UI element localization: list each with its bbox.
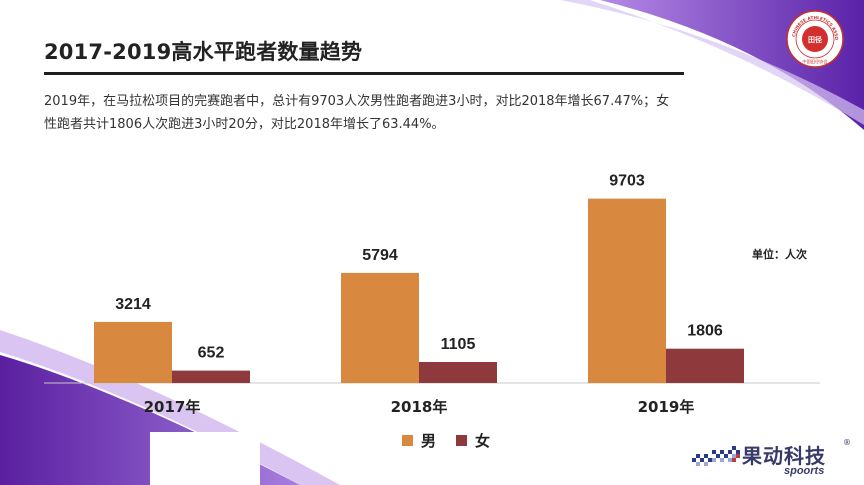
- bar-female-2: [419, 362, 497, 383]
- legend-item-male: 男: [402, 430, 436, 451]
- category-label-1: 2017年: [144, 398, 201, 416]
- category-label-3: 2019年: [638, 398, 695, 416]
- description-line-1: 2019年，在马拉松项目的完赛跑者中，总计有9703人次男性跑者跑进3小时，对比…: [44, 94, 670, 109]
- title-underline: [44, 72, 684, 75]
- bar-male-3: [588, 198, 666, 383]
- page-title: 2017-2019高水平跑者数量趋势: [44, 40, 363, 64]
- bar-chart: 3214 652 5794 1105 9703 1806 2017年 2018年 2019年: [44, 173, 820, 416]
- data-label-male-3: 9703: [609, 173, 645, 190]
- brand-subtitle: spoorts: [784, 465, 825, 477]
- brand-logo: 果动科技 ® spoorts: [692, 438, 857, 478]
- bar-female-1: [172, 370, 250, 383]
- bar-male-2: [341, 272, 419, 383]
- white-patch: [150, 432, 260, 485]
- brand-name: 果动科技: [742, 444, 826, 468]
- description-line-2: 性跑者共计1806人次跑进3小时20分，对比2018年增长了63.44%。: [44, 117, 445, 132]
- data-label-male-2: 5794: [362, 247, 398, 264]
- legend-label-female: 女: [475, 432, 491, 450]
- legend-swatch-female: [456, 435, 468, 446]
- unit-label: 单位：人次: [752, 248, 807, 261]
- data-label-female-3: 1806: [687, 323, 723, 340]
- legend-swatch-male: [402, 435, 413, 446]
- data-label-female-1: 652: [198, 345, 225, 362]
- legend-label-male: 男: [421, 432, 437, 450]
- bar-male-1: [94, 321, 172, 383]
- chart-legend: 男 女: [402, 430, 490, 451]
- description: 2019年，在马拉松项目的完赛跑者中，总计有9703人次男性跑者跑进3小时，对比…: [44, 90, 744, 136]
- legend-item-female: 女: [456, 430, 490, 451]
- logo-bottom-text: 中国田径协会: [802, 58, 828, 65]
- data-label-female-2: 1105: [441, 336, 476, 353]
- data-label-male-1: 3214: [115, 296, 151, 313]
- registered-mark: ®: [843, 438, 851, 447]
- checkered-flag-icon: [692, 446, 740, 466]
- bar-female-3: [666, 348, 744, 383]
- logo-center-text: 田径: [808, 35, 822, 44]
- category-label-2: 2018年: [391, 398, 448, 416]
- association-logo: CHINESE ATHLETICS ASSOCIATION 田径 中国田径协会: [786, 10, 844, 68]
